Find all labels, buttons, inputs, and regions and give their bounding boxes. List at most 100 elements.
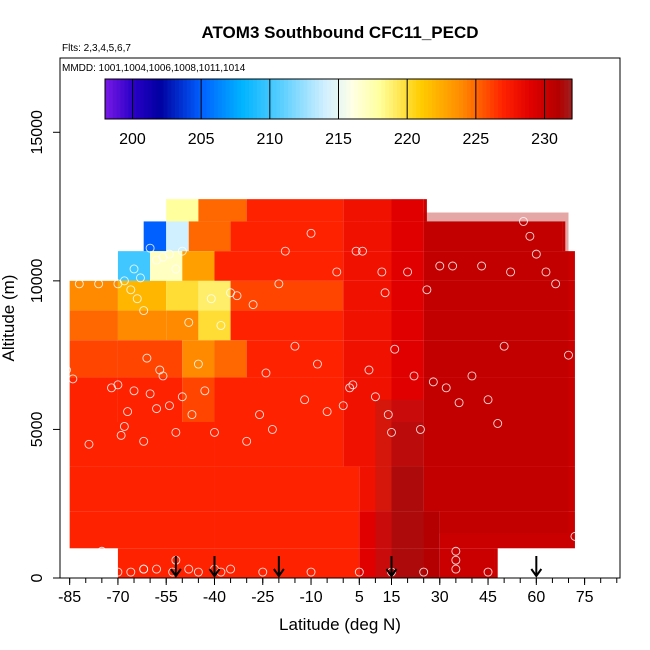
x-tick-label: -25 <box>251 589 274 606</box>
observation-point <box>145 243 155 253</box>
colorbar-swatch <box>392 79 398 119</box>
heatmap-cell <box>166 199 199 222</box>
colorbar-swatch <box>424 79 429 119</box>
colorbar-swatch <box>190 79 196 119</box>
observation-point <box>383 410 393 420</box>
colorbar-swatch <box>295 79 301 119</box>
colorbar-swatch <box>248 79 254 119</box>
observation-point <box>322 407 332 417</box>
colorbar-swatch <box>428 79 433 119</box>
heatmap-cell <box>230 280 344 311</box>
colorbar-swatch <box>217 79 223 119</box>
colorbar-swatch <box>116 79 122 119</box>
heatmap-cell <box>391 310 424 341</box>
heatmap-cell <box>423 280 569 311</box>
colorbar-swatch <box>517 79 523 119</box>
flight-arrow-head <box>530 568 543 578</box>
x-axis-label: Latitude (deg N) <box>279 615 401 634</box>
observation-point <box>68 374 78 384</box>
observation-point <box>274 279 284 289</box>
colorbar-swatch <box>447 79 452 119</box>
colorbar-swatch <box>482 79 487 119</box>
colorbar-swatch <box>416 79 421 119</box>
observation-point <box>164 401 174 411</box>
heatmap-cell <box>391 221 424 252</box>
observation-point <box>332 267 342 277</box>
observation-point <box>515 567 525 577</box>
colorbar-swatch <box>529 79 534 119</box>
observation-point <box>409 371 419 381</box>
heatmap-cell <box>562 221 566 252</box>
observation-point <box>152 404 162 414</box>
observation-point <box>416 424 425 434</box>
observation-point <box>477 261 487 271</box>
observation-point <box>364 365 374 375</box>
observation-point <box>132 294 142 304</box>
colorbar-tick-label: 210 <box>256 131 283 148</box>
colorbar-swatch <box>210 79 215 119</box>
observation-point <box>525 231 535 241</box>
observation-point <box>107 270 116 280</box>
colorbar-swatch <box>560 79 565 119</box>
observation-point <box>280 246 290 256</box>
colorbar-swatch <box>175 79 180 119</box>
colorbar-swatch <box>206 79 211 119</box>
heatmap-cell <box>69 377 118 422</box>
colorbar-tick-label: 225 <box>463 131 490 148</box>
colorbar-tick-label: 230 <box>531 131 558 148</box>
y-axis: 0 5000 10000 15000 <box>29 110 60 582</box>
heatmap-cell <box>69 422 215 467</box>
observation-point <box>226 564 236 574</box>
heatmap-cell <box>343 199 392 222</box>
colorbar-swatch <box>178 79 184 119</box>
heatmap-cell <box>343 251 392 281</box>
heatmap-cell <box>182 377 215 422</box>
colorbar-tick-label: 220 <box>394 131 421 148</box>
colorbar-swatch <box>544 79 550 119</box>
heatmap-cell <box>117 377 183 422</box>
colorbar-swatch <box>291 79 297 119</box>
colorbar-swatch <box>194 79 199 119</box>
observation-point <box>177 392 187 402</box>
colorbar-swatch <box>280 79 285 119</box>
colorbar-swatch <box>342 79 347 119</box>
colorbar-swatch <box>381 79 386 119</box>
heatmap-cell <box>166 221 189 252</box>
colorbar-swatch <box>357 79 363 119</box>
heatmap-cell <box>69 310 118 341</box>
heatmap-cell <box>359 466 392 512</box>
observation-point <box>248 300 258 310</box>
heatmap-cell <box>166 280 199 311</box>
observation-point <box>171 427 181 437</box>
colorbar-swatch <box>326 79 332 119</box>
colorbar-swatch <box>408 79 414 119</box>
heatmap-cell <box>69 280 118 311</box>
heatmap-cell <box>391 548 440 578</box>
colorbar-swatch <box>568 79 573 119</box>
observation-point <box>451 555 461 565</box>
colorbar-swatch <box>400 79 406 119</box>
y-tick-label: 10000 <box>29 259 46 304</box>
observation-point <box>255 410 264 420</box>
colorbar-swatch <box>105 79 110 119</box>
chart-subtitle-dates: MMDD: 1001,1004,1006,1008,1011,1014 <box>62 63 246 74</box>
colorbar-swatch <box>396 79 402 119</box>
x-tick-label: -55 <box>155 589 178 606</box>
colorbar-swatch <box>143 79 149 119</box>
heatmap-cell <box>214 340 247 378</box>
heatmap-cell <box>439 511 575 549</box>
observation-point <box>200 386 210 396</box>
observation-point <box>354 567 364 577</box>
observation-point <box>139 436 149 446</box>
colorbar-swatch <box>241 79 246 119</box>
colorbar-swatch <box>564 79 569 119</box>
observation-point <box>493 419 503 428</box>
colorbar-swatch <box>171 79 176 119</box>
colorbar-swatch <box>435 79 441 119</box>
colorbar-swatch <box>233 79 238 119</box>
heatmap-cell <box>375 399 424 578</box>
colorbar-swatch <box>389 79 394 119</box>
x-tick-label: 60 <box>527 589 545 606</box>
x-tick-label: -85 <box>58 589 81 606</box>
heatmap-cell <box>188 221 231 252</box>
